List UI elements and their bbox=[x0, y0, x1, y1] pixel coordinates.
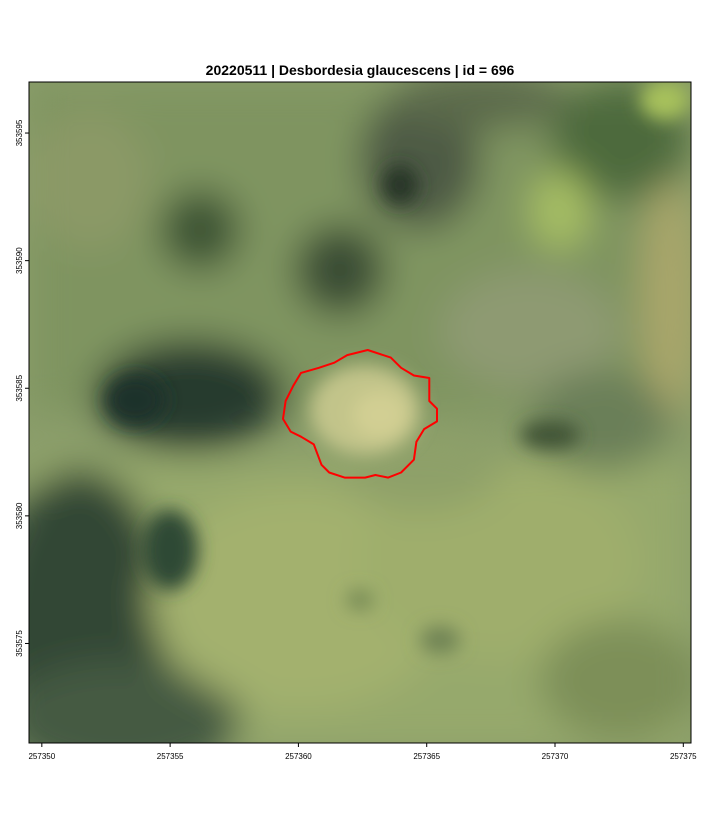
x-axis: 257350 257355 257360 257365 257370 257375 bbox=[28, 743, 697, 761]
x-tick-label: 257370 bbox=[542, 752, 569, 761]
y-tick-label: 353580 bbox=[15, 502, 24, 529]
x-tick-label: 257375 bbox=[670, 752, 697, 761]
y-tick-label: 353585 bbox=[15, 374, 24, 401]
map-title: 20220511 | Desbordesia glaucescens | id … bbox=[205, 62, 515, 78]
y-axis: 353595 353590 353585 353580 353575 bbox=[15, 119, 29, 657]
x-tick-label: 257360 bbox=[285, 752, 312, 761]
map-frame bbox=[28, 81, 692, 744]
aerial-raster bbox=[29, 82, 691, 743]
x-tick-label: 257355 bbox=[157, 752, 184, 761]
crown-outline bbox=[282, 349, 438, 479]
y-tick-label: 353595 bbox=[15, 119, 24, 146]
y-tick-label: 353590 bbox=[15, 247, 24, 274]
x-tick-label: 257365 bbox=[413, 752, 440, 761]
y-tick-label: 353575 bbox=[15, 630, 24, 657]
x-tick-label: 257350 bbox=[28, 752, 55, 761]
